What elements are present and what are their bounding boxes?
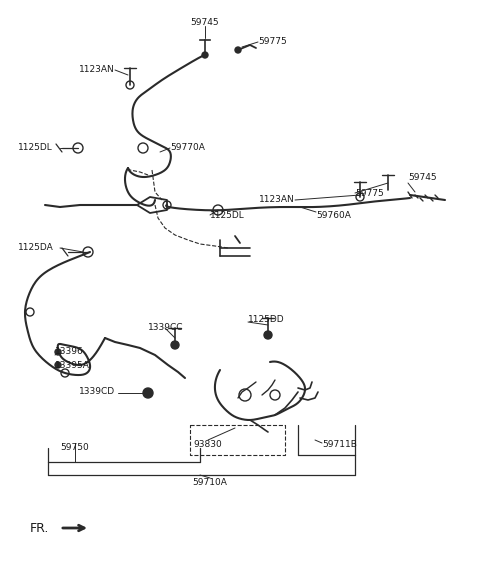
Circle shape xyxy=(55,349,61,355)
Text: 1125DD: 1125DD xyxy=(248,315,285,324)
Text: 13395A: 13395A xyxy=(55,361,90,370)
Circle shape xyxy=(55,362,61,368)
Text: 13396: 13396 xyxy=(55,348,84,357)
Text: 59711B: 59711B xyxy=(322,440,357,449)
Text: 59745: 59745 xyxy=(191,18,219,27)
Circle shape xyxy=(235,47,241,53)
Text: 1123AN: 1123AN xyxy=(259,195,295,204)
Circle shape xyxy=(264,331,272,339)
Text: 1125DL: 1125DL xyxy=(210,211,245,220)
Text: 59710A: 59710A xyxy=(192,478,228,487)
Circle shape xyxy=(143,388,153,398)
Text: 1339CD: 1339CD xyxy=(79,388,115,397)
Text: 1339CC: 1339CC xyxy=(148,324,183,332)
Text: 59770A: 59770A xyxy=(170,144,205,152)
Text: 59775: 59775 xyxy=(258,37,287,46)
Circle shape xyxy=(202,52,208,58)
Text: 59775: 59775 xyxy=(355,188,384,198)
Text: 1125DL: 1125DL xyxy=(18,144,53,152)
Text: 59750: 59750 xyxy=(60,443,89,452)
Text: 93830: 93830 xyxy=(193,440,222,449)
Circle shape xyxy=(171,341,179,349)
Text: FR.: FR. xyxy=(30,521,49,534)
Text: 59745: 59745 xyxy=(408,174,437,182)
Text: 59760A: 59760A xyxy=(316,211,351,220)
Text: 1123AN: 1123AN xyxy=(79,66,115,75)
Text: 1125DA: 1125DA xyxy=(18,243,54,252)
